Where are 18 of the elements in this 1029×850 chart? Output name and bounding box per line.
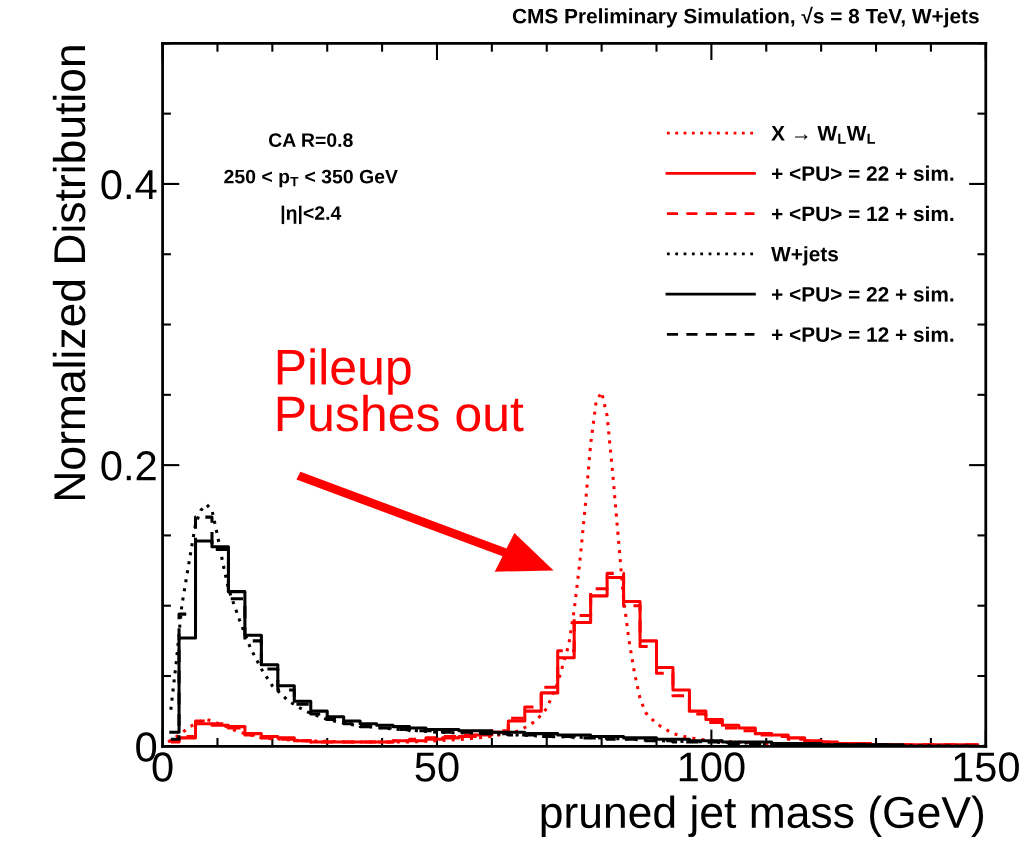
x-tick-label: 150 (954, 752, 1019, 782)
y-tick-label: 0.2 (101, 451, 156, 481)
chart-title: CMS Preliminary Simulation, √s = 8 TeV, W+jets (512, 6, 979, 28)
legend-label: X → W$_{L}$W$_{L}$ (771, 126, 876, 144)
annotation: |η|<2.4 (281, 205, 342, 225)
y-axis-title: Normalized Distribution (52, 46, 86, 500)
annotation: 250 < p$_{T}$ < 350 GeV (224, 169, 398, 188)
x-tick-label: 100 (679, 752, 745, 782)
x-tick-label: 50 (415, 752, 459, 782)
legend-label: + <PU> = 12 + sim. (771, 205, 954, 222)
x-axis-title: pruned jet mass (GeV) (541, 795, 984, 837)
legend-label: + <PU> = 22 + sim. (771, 165, 954, 181)
legend-label: + <PU> = 12 + sim. (771, 326, 954, 342)
legend-label: + <PU> = 22 + sim. (771, 286, 954, 302)
annotation: Pileup Pushes out (277, 348, 524, 432)
legend-label: W+jets (771, 246, 838, 266)
y-tick-label: 0.4 (101, 169, 157, 200)
annotation: CA R=0.8 (268, 133, 353, 147)
